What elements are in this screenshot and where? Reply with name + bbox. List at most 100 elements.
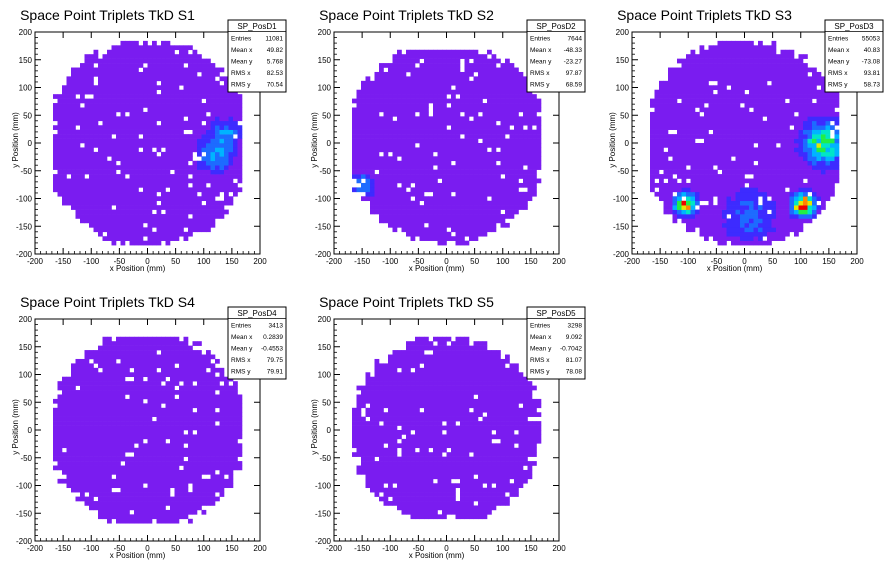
histogram-cell — [785, 120, 790, 126]
histogram-cell — [361, 116, 366, 122]
histogram-cell — [66, 111, 72, 117]
histogram-cell — [451, 165, 456, 170]
histogram-cell — [183, 49, 189, 55]
histogram-cell — [803, 80, 808, 86]
histogram-cell — [161, 187, 166, 193]
histogram-cell — [821, 120, 826, 126]
histogram-cell — [192, 71, 198, 77]
histogram-cell — [713, 71, 718, 77]
histogram-cell — [699, 89, 705, 95]
histogram-cell — [233, 165, 238, 170]
histogram-cell — [143, 134, 148, 139]
histogram-cell — [460, 107, 465, 113]
histogram-cell — [830, 160, 835, 166]
histogram-cell — [690, 169, 696, 175]
histogram-cell — [206, 174, 211, 179]
histogram-cell — [397, 222, 402, 228]
histogram-cell — [442, 71, 447, 77]
histogram-cell — [478, 156, 483, 162]
histogram-cell — [116, 156, 121, 162]
histogram-cell — [536, 178, 542, 184]
histogram-cell — [722, 191, 727, 197]
histogram-cell — [62, 169, 67, 175]
histogram-cell — [681, 200, 687, 206]
histogram-cell — [825, 111, 831, 117]
histogram-cell — [62, 129, 67, 135]
histogram-cell — [744, 240, 750, 246]
histogram-cell — [789, 178, 795, 184]
histogram-cell — [147, 200, 153, 206]
histogram-cell — [469, 231, 474, 237]
histogram-cell — [428, 169, 434, 175]
histogram-cell — [111, 54, 117, 59]
histogram-cell — [197, 125, 202, 130]
histogram-cell — [460, 71, 465, 77]
histogram-cell — [75, 129, 81, 135]
histogram-cell — [798, 89, 804, 95]
histogram-cell — [379, 169, 384, 175]
histogram-cell — [780, 71, 786, 77]
histogram-cell — [170, 178, 175, 184]
histogram-cell — [152, 58, 157, 64]
histogram-cell — [686, 200, 691, 206]
histogram-cell — [672, 103, 678, 108]
histogram-cell — [397, 178, 402, 184]
histogram-cell — [437, 63, 443, 68]
histogram-cell — [654, 174, 660, 179]
histogram-cell — [496, 151, 501, 157]
histogram-cell — [704, 76, 709, 82]
stats-row-label: Mean x — [231, 47, 253, 54]
histogram-cell — [753, 218, 759, 224]
histogram-cell — [505, 116, 510, 122]
histogram-cell — [224, 80, 229, 86]
histogram-cell — [143, 191, 148, 197]
histogram-cell — [668, 209, 673, 215]
histogram-cell — [147, 80, 153, 86]
histogram-cell — [690, 165, 696, 170]
histogram-cell — [771, 178, 777, 184]
histogram-cell — [183, 111, 189, 117]
histogram-cell — [134, 58, 139, 64]
histogram-cell — [161, 111, 166, 117]
histogram-cell — [740, 222, 745, 228]
histogram-cell — [776, 71, 781, 77]
histogram-cell — [758, 67, 763, 73]
histogram-cell — [98, 222, 103, 228]
histogram-cell — [690, 67, 696, 73]
histogram-cell — [527, 191, 533, 197]
histogram-cell — [821, 129, 826, 135]
histogram-cell — [455, 182, 461, 188]
histogram-cell — [224, 107, 229, 113]
histogram-cell — [740, 236, 745, 241]
histogram-cell — [532, 120, 537, 126]
histogram-cell — [740, 165, 745, 170]
histogram-cell — [174, 120, 180, 126]
histogram-cell — [726, 58, 732, 64]
histogram-cell — [807, 169, 813, 175]
histogram-cell — [695, 98, 700, 104]
histogram-cell — [397, 89, 402, 95]
histogram-cell — [482, 125, 488, 130]
histogram-cell — [672, 205, 678, 210]
histogram-cell — [71, 160, 76, 166]
histogram-cell — [758, 89, 763, 95]
histogram-cell — [654, 169, 660, 175]
histogram-cell — [464, 120, 470, 126]
histogram-cell — [717, 156, 723, 162]
histogram-cell — [156, 236, 162, 241]
histogram-cell — [744, 80, 750, 86]
histogram-cell — [125, 125, 130, 130]
histogram-cell — [491, 116, 497, 122]
histogram-cell — [672, 143, 678, 148]
histogram-cell — [152, 98, 157, 104]
histogram-cell — [80, 134, 85, 139]
histogram-cell — [518, 138, 524, 144]
histogram-cell — [798, 129, 804, 135]
histogram-cell — [392, 174, 398, 179]
histogram-cell — [469, 125, 474, 130]
histogram-cell — [500, 178, 506, 184]
histogram-cell — [424, 165, 429, 170]
histogram-cell — [744, 231, 750, 237]
histogram-cell — [794, 182, 799, 188]
